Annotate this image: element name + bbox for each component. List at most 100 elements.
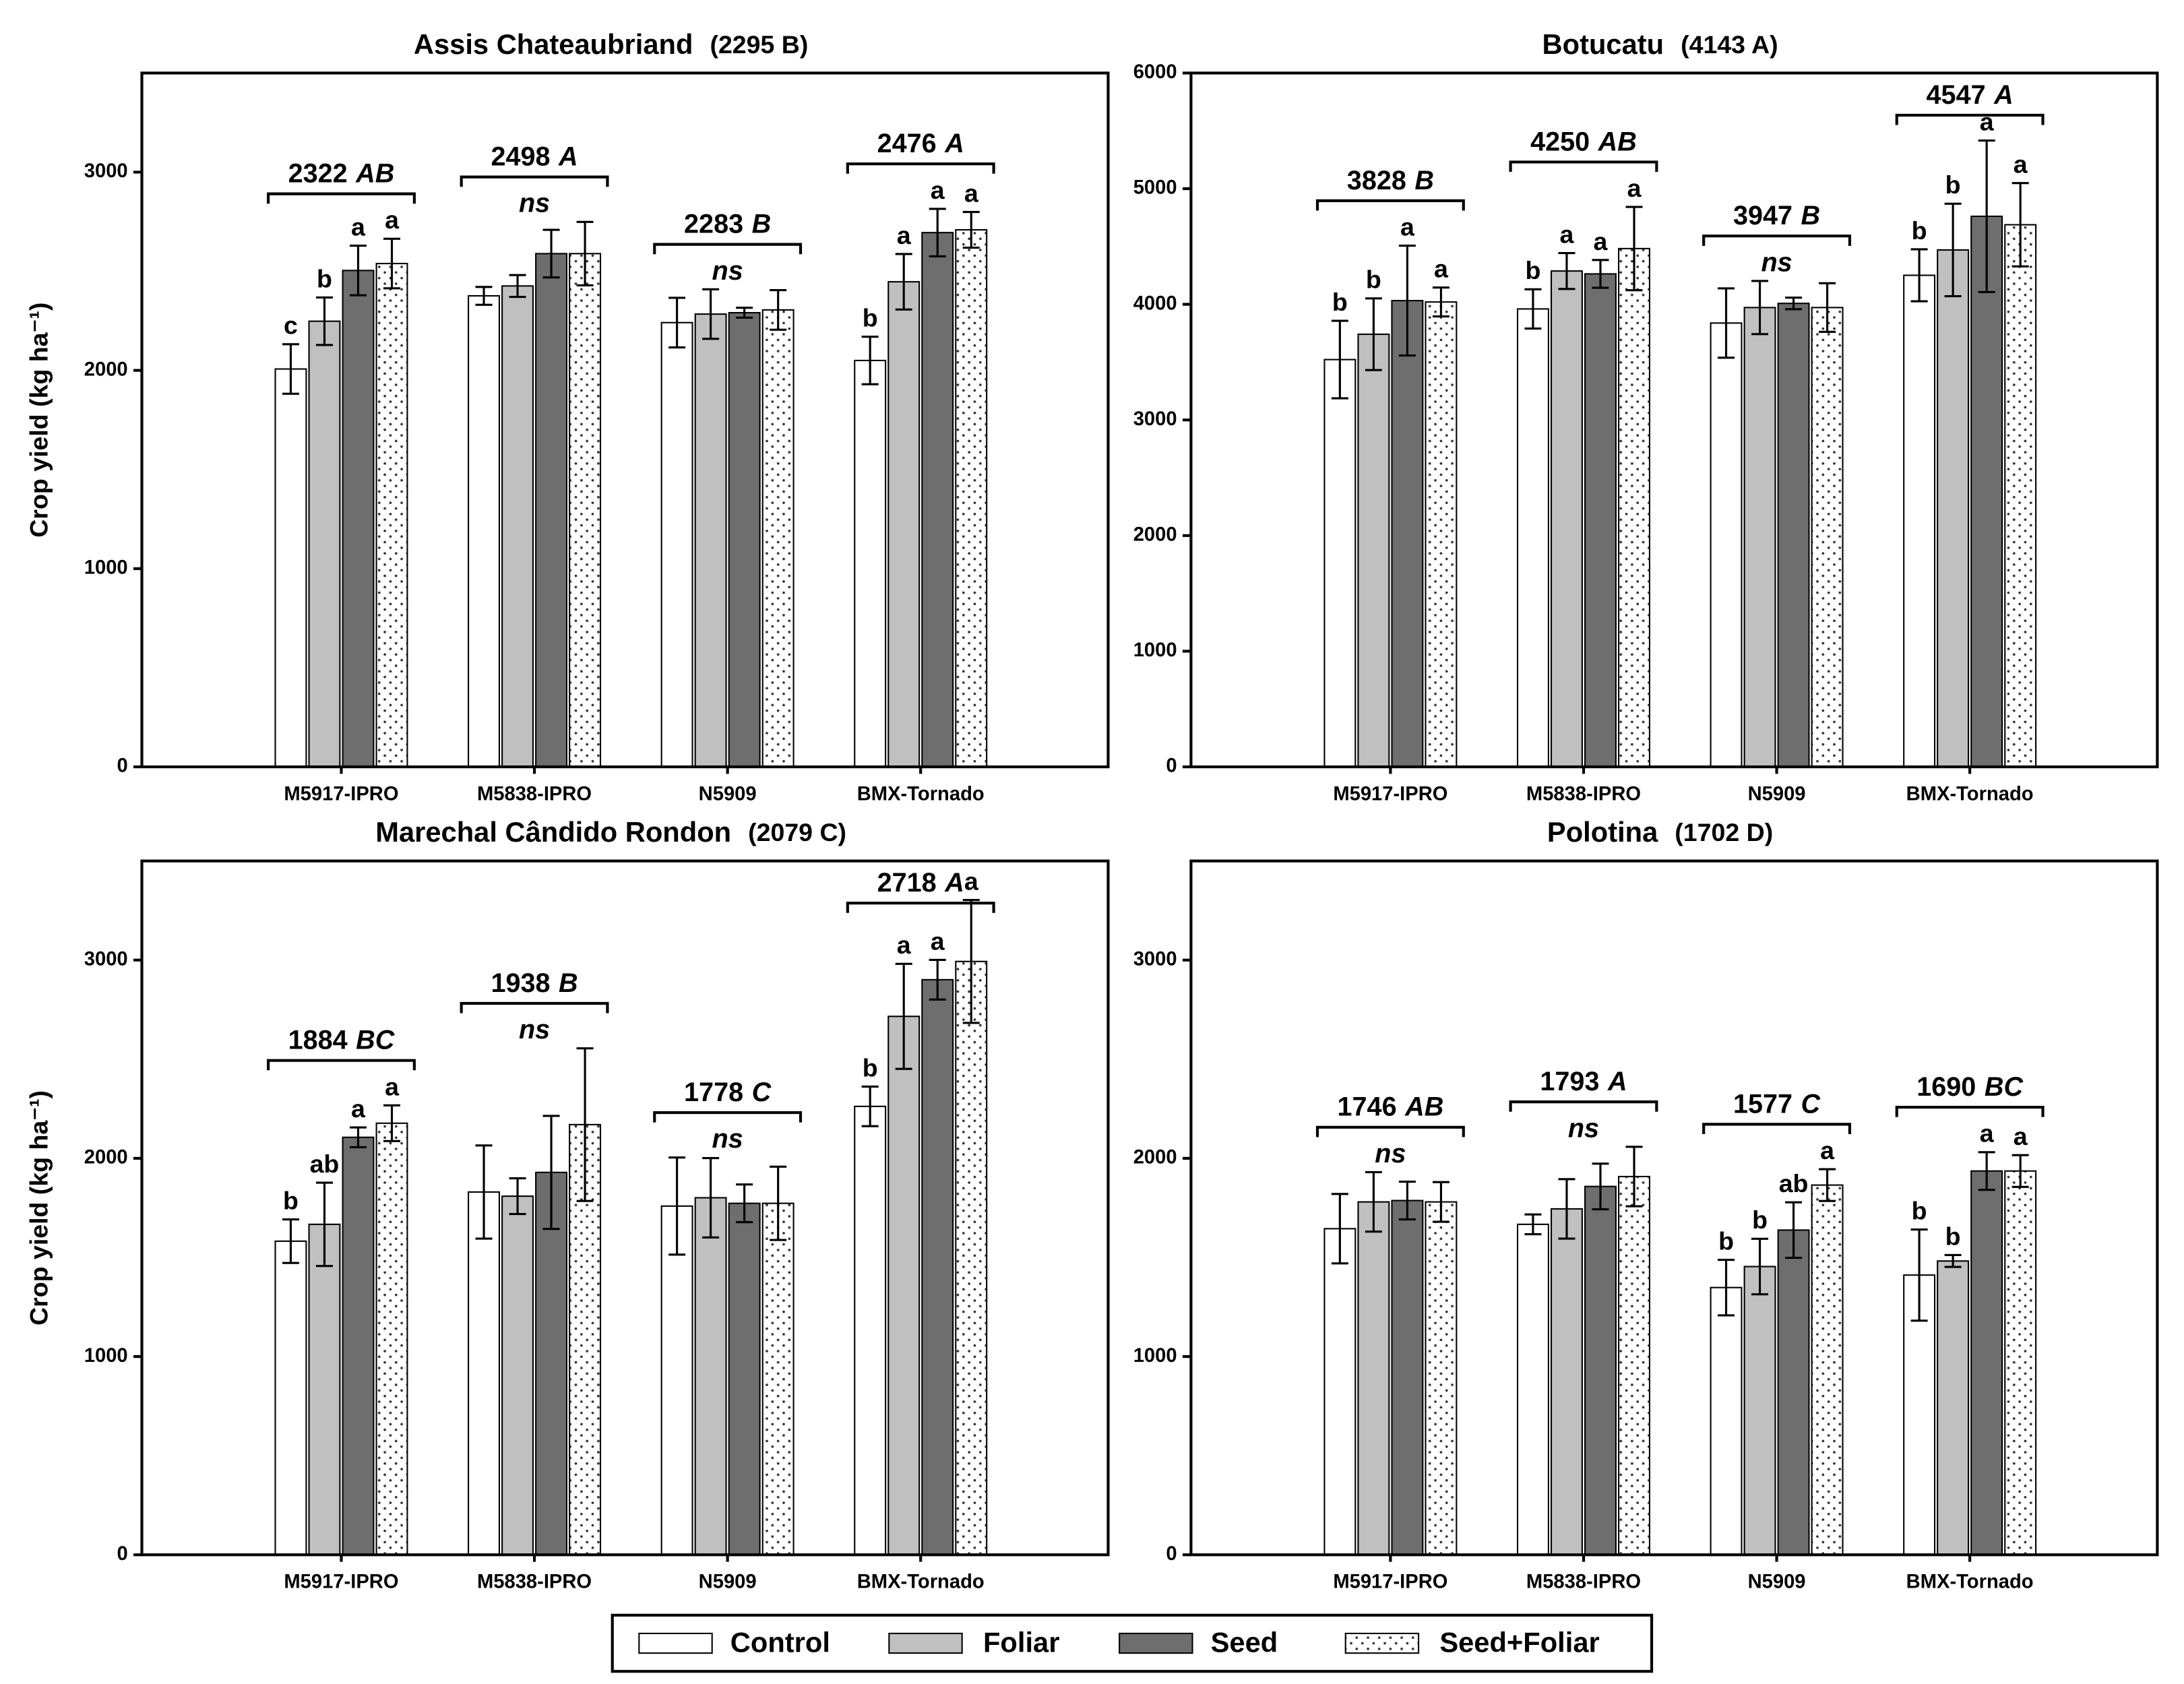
chart-title: Marechal Cândido Rondon (2079 C)	[375, 816, 846, 848]
legend-label: Seed	[1211, 1627, 1278, 1658]
error-bar	[1751, 280, 1769, 336]
group-mean: 4250	[1530, 127, 1590, 157]
bar	[1743, 1266, 1776, 1556]
group-mean: 1793	[1540, 1067, 1599, 1097]
group-letter: A	[1993, 80, 2014, 110]
bar-letter: a	[1594, 227, 1609, 255]
bar	[1777, 303, 1810, 768]
group-letter: B	[752, 210, 772, 239]
plot-frame	[1189, 859, 2159, 1557]
bar	[274, 368, 307, 768]
chart-title: Botucatu (4143 A)	[1542, 28, 1778, 60]
bar	[2004, 224, 2037, 768]
bar	[342, 1136, 375, 1556]
group-letter: BC	[356, 1026, 396, 1055]
error-bar	[1819, 1168, 1836, 1202]
group-bracket	[1895, 1106, 2045, 1117]
x-tick-label: BMX-Tornado	[1906, 783, 2034, 805]
error-bar	[895, 962, 912, 1070]
error-bar	[1524, 1213, 1542, 1236]
legend-label: Control	[730, 1627, 830, 1658]
error-bar	[736, 1183, 753, 1224]
error-bar	[542, 228, 560, 279]
group-mean: 4547	[1927, 80, 1986, 110]
error-bar	[475, 1144, 493, 1240]
plot-frame	[140, 859, 1110, 1557]
x-tick-label: M5838-IPRO	[1526, 1571, 1641, 1593]
group-bracket	[460, 175, 609, 187]
bar	[1777, 1229, 1810, 1556]
bar	[535, 1171, 568, 1556]
group-bracket	[267, 1059, 416, 1071]
bar	[468, 294, 500, 768]
x-tick-label: M5838-IPRO	[1526, 783, 1641, 805]
legend-swatch	[638, 1632, 713, 1654]
y-tick-label: 3000	[1133, 948, 1177, 970]
error-bar	[1365, 1171, 1382, 1233]
group-label: 3828 B	[1347, 166, 1434, 195]
bar-letter: b	[1945, 170, 1961, 199]
title-name: Botucatu	[1542, 28, 1664, 60]
group-label: 1884 BC	[288, 1026, 396, 1055]
bar-letter: a	[1980, 1119, 1995, 1148]
legend-label: Seed+Foliar	[1439, 1627, 1599, 1658]
bar-letter: a	[385, 1072, 400, 1100]
group-mean: 2283	[684, 210, 743, 239]
error-bar	[542, 1115, 560, 1230]
error-bar	[315, 296, 333, 346]
error-bar	[1910, 248, 1928, 303]
bar-letter: b	[1718, 1226, 1734, 1255]
legend-label: Foliar	[983, 1627, 1059, 1658]
group-label: 2476 A	[877, 129, 964, 159]
bar	[569, 253, 602, 768]
group-mean: 2322	[288, 159, 348, 189]
group-label: 1778 C	[684, 1078, 772, 1107]
group-letter: B	[1801, 201, 1821, 231]
x-tick-label: M5917-IPRO	[284, 783, 398, 805]
error-bar	[2011, 1154, 2029, 1188]
group-label: 2322 AB	[288, 159, 395, 189]
bar-letter: a	[2014, 1122, 2028, 1150]
error-bar	[702, 288, 720, 340]
bar-letter: a	[897, 221, 912, 249]
chart-title: Assis Chateaubriand (2295 B)	[414, 28, 808, 60]
bar	[1516, 1223, 1549, 1556]
bar	[1357, 1201, 1390, 1556]
bar-letter: a	[1400, 212, 1415, 241]
group-note: ns	[1761, 247, 1792, 277]
error-bar	[770, 1165, 787, 1241]
error-bar	[861, 336, 879, 385]
group-mean: 1746	[1338, 1092, 1397, 1122]
bar-letter: a	[351, 1094, 366, 1123]
group-mean: 1778	[684, 1078, 743, 1107]
title-note: (1702 D)	[1675, 818, 1773, 846]
y-tick-label: 0	[1166, 1543, 1177, 1565]
y-tick-label: 6000	[1133, 61, 1177, 83]
group-mean: 2718	[877, 869, 937, 898]
legend-swatch	[1344, 1632, 1420, 1654]
y-tick-label: 2000	[1133, 524, 1177, 545]
x-tick-label: M5917-IPRO	[1333, 783, 1447, 805]
bar	[761, 309, 794, 768]
bar	[1391, 300, 1424, 768]
group-bracket	[846, 162, 995, 174]
bar	[1970, 215, 2003, 768]
error-bar	[668, 1156, 686, 1256]
group-label: 1690 BC	[1916, 1072, 2024, 1102]
error-bar	[1718, 1258, 1735, 1317]
group-bracket	[1315, 199, 1465, 211]
bar	[1937, 249, 1970, 768]
y-tick-label: 1000	[1133, 1345, 1177, 1367]
group-letter: A	[558, 142, 578, 172]
bar-letter: a	[1820, 1136, 1835, 1164]
bar	[854, 359, 887, 768]
error-bar	[1625, 1146, 1643, 1208]
bar	[1323, 1228, 1356, 1556]
bar	[2004, 1170, 2037, 1556]
group-note: ns	[1375, 1139, 1406, 1168]
bar-letter: b	[283, 1186, 299, 1214]
bar	[694, 1197, 727, 1556]
group-letter: AB	[1404, 1092, 1443, 1122]
bar-letter: a	[385, 206, 400, 234]
group-letter: B	[559, 968, 578, 998]
